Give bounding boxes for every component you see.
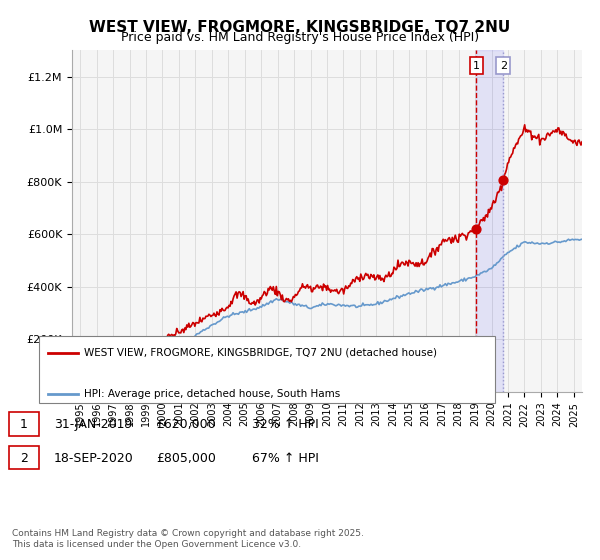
Text: WEST VIEW, FROGMORE, KINGSBRIDGE, TQ7 2NU: WEST VIEW, FROGMORE, KINGSBRIDGE, TQ7 2N… [89,20,511,35]
Point [472,225,481,234]
Text: 2: 2 [500,60,507,71]
Point [499,176,508,185]
Text: 1: 1 [20,418,28,431]
Text: HPI: Average price, detached house, South Hams: HPI: Average price, detached house, Sout… [84,389,340,399]
Text: Price paid vs. HM Land Registry's House Price Index (HPI): Price paid vs. HM Land Registry's House … [121,31,479,44]
Text: 31-JAN-2019: 31-JAN-2019 [54,418,133,431]
Text: 18-SEP-2020: 18-SEP-2020 [54,451,134,465]
Bar [476,50,503,392]
Text: 67% ↑ HPI: 67% ↑ HPI [252,451,319,465]
Text: Contains HM Land Registry data © Crown copyright and database right 2025.
This d: Contains HM Land Registry data © Crown c… [12,529,364,549]
Text: 1: 1 [473,60,480,71]
Text: £620,000: £620,000 [156,418,215,431]
Text: WEST VIEW, FROGMORE, KINGSBRIDGE, TQ7 2NU (detached house): WEST VIEW, FROGMORE, KINGSBRIDGE, TQ7 2N… [84,348,437,358]
Text: 32% ↑ HPI: 32% ↑ HPI [252,418,319,431]
Text: 2: 2 [20,451,28,465]
Text: £805,000: £805,000 [156,451,216,465]
